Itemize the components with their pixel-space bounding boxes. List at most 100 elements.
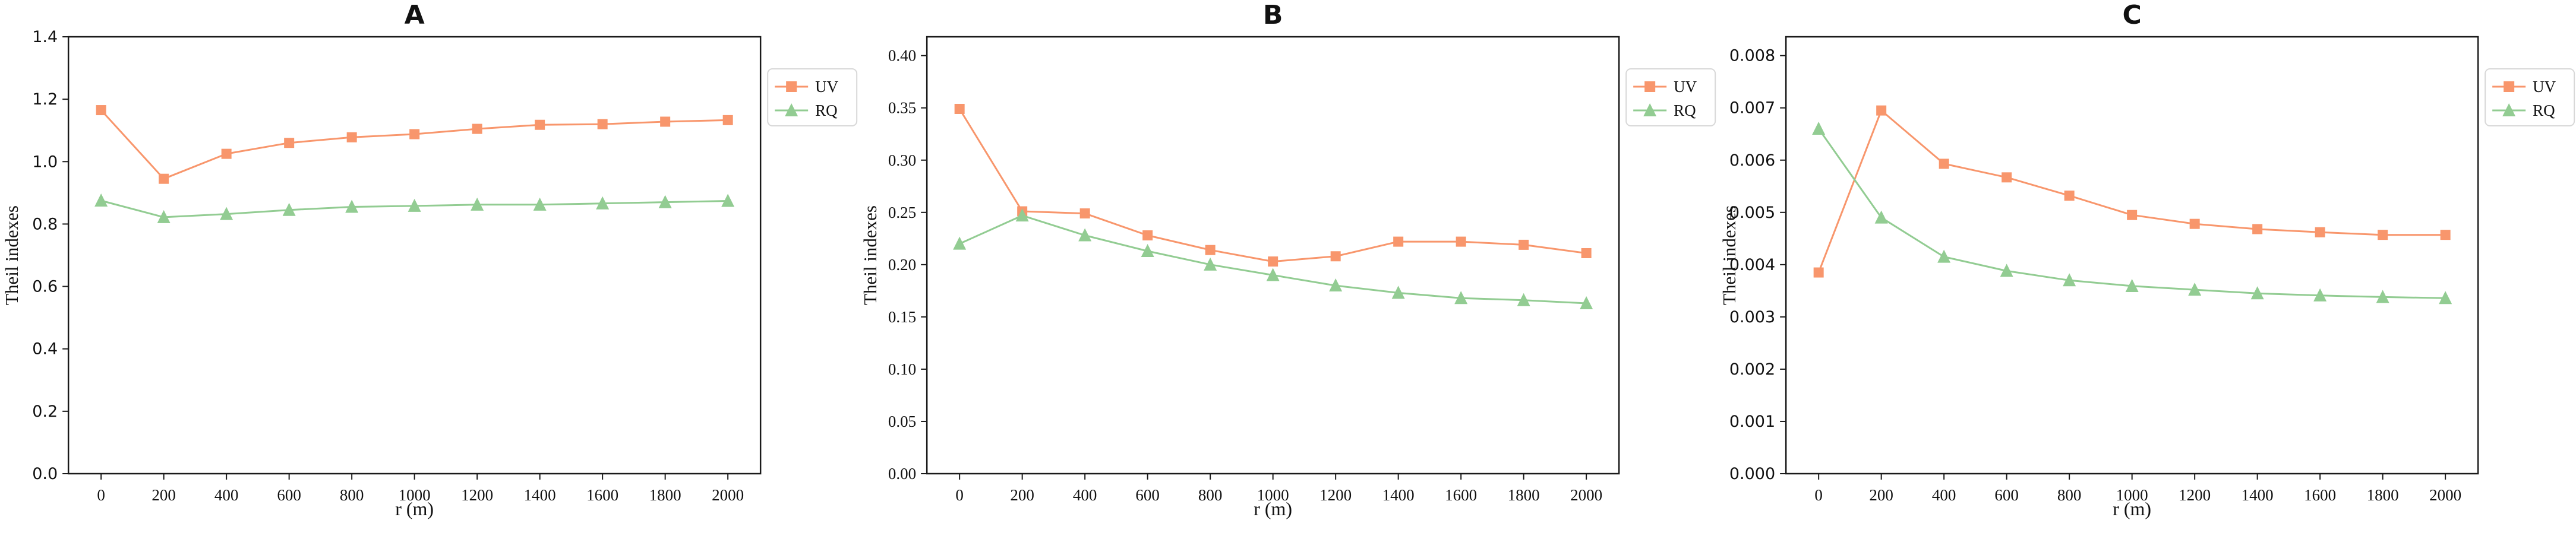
x-tick-label: 600 <box>277 486 301 504</box>
y-tick-label: 0.10 <box>888 360 916 378</box>
y-tick-label: 0.008 <box>1729 47 1775 65</box>
data-point-marker-UV <box>1939 158 1949 169</box>
x-tick-label: 800 <box>2057 486 2082 504</box>
data-point-marker-RQ <box>1391 286 1405 299</box>
data-point-marker-UV <box>2189 218 2200 229</box>
data-point-marker-RQ <box>1078 228 1092 242</box>
data-point-marker-RQ <box>596 196 610 210</box>
y-tick-label: 1.0 <box>32 153 58 171</box>
panel-title: A <box>405 0 425 30</box>
x-tick-label: 1000 <box>2116 486 2148 504</box>
legend-marker <box>1644 81 1656 92</box>
data-point-marker-UV <box>535 119 545 130</box>
x-tick-label: 600 <box>1994 486 2019 504</box>
data-point-marker-UV <box>96 105 106 116</box>
series-line-UV <box>1817 109 2446 274</box>
legend: UV RQ <box>1625 68 1716 126</box>
data-point-marker-RQ <box>1517 293 1530 306</box>
y-tick-label: 0.005 <box>1729 204 1775 222</box>
legend-label: RQ <box>1674 102 1696 119</box>
panel-title: B <box>1263 0 1283 30</box>
legend-label: RQ <box>2533 102 2555 119</box>
data-point-marker-UV <box>1142 230 1153 241</box>
x-axis-label: r (m) <box>395 498 434 519</box>
series-line-UV <box>958 108 1587 263</box>
y-tick-label: 0.25 <box>888 204 916 221</box>
y-tick-label: 1.2 <box>32 90 58 109</box>
legend-marker <box>2502 103 2515 116</box>
y-axis-label: Theil indexes <box>1 205 22 305</box>
data-point-marker-RQ <box>471 197 484 211</box>
legend-marker <box>1643 103 1657 116</box>
x-tick-label: 0 <box>956 486 964 504</box>
y-tick-label: 0.40 <box>888 47 916 65</box>
x-tick-label: 1600 <box>1445 486 1477 504</box>
x-tick-label: 2000 <box>1570 486 1602 504</box>
y-tick-label: 0.8 <box>32 215 58 233</box>
x-tick-label: 800 <box>340 486 364 504</box>
data-point-marker-UV <box>1456 236 1466 247</box>
data-point-marker-UV <box>1519 239 1529 250</box>
legend-marker <box>2503 81 2514 92</box>
data-point-marker-RQ <box>282 202 296 216</box>
data-point-marker-UV <box>1813 267 1824 278</box>
data-point-marker-UV <box>722 115 733 125</box>
y-tick-label: 0.007 <box>1729 99 1775 118</box>
data-point-marker-RQ <box>2000 264 2013 277</box>
y-tick-label: 0.0 <box>32 465 58 483</box>
x-tick-label: 0 <box>1814 486 1823 504</box>
legend-marker <box>786 81 797 92</box>
data-point-marker-UV <box>660 116 671 127</box>
data-point-marker-RQ <box>721 194 735 207</box>
y-tick-label: 0.15 <box>888 308 916 326</box>
x-tick-label: 1400 <box>2241 486 2273 504</box>
x-tick-label: 600 <box>1136 486 1160 504</box>
chart-panel-b: B 0.00 0.05 0.10 0.15 0.20 0.25 0.30 0.35 0.40 0 20… <box>858 0 1717 536</box>
x-tick-label: 1800 <box>2366 486 2398 504</box>
data-point-marker-RQ <box>533 197 547 211</box>
x-tick-label: 1200 <box>2179 486 2211 504</box>
legend-box <box>1625 68 1716 126</box>
data-point-marker-UV <box>2064 191 2075 201</box>
x-tick-label: 400 <box>214 486 239 504</box>
data-point-marker-RQ <box>2376 290 2389 303</box>
data-point-marker-RQ <box>94 194 108 207</box>
data-point-marker-UV <box>2126 210 2137 220</box>
legend-label: RQ <box>815 102 838 119</box>
data-point-marker-RQ <box>1811 121 1825 135</box>
y-tick-label: 0.6 <box>32 278 58 296</box>
data-point-marker-UV <box>346 132 357 142</box>
plot-frame <box>926 36 1620 475</box>
x-axis-label: r (m) <box>2113 498 2151 519</box>
legend-label: UV <box>815 78 838 96</box>
x-tick-label: 1800 <box>649 486 681 504</box>
y-axis-label: Theil indexes <box>860 205 880 305</box>
data-point-marker-RQ <box>1580 296 1593 309</box>
y-tick-label: 0.05 <box>888 413 916 430</box>
y-tick-label: 0.000 <box>1729 465 1775 483</box>
y-axis-label: Theil indexes <box>1719 205 1740 305</box>
data-point-marker-UV <box>1205 245 1216 255</box>
x-tick-label: 2000 <box>712 486 744 504</box>
x-tick-label: 0 <box>97 486 105 504</box>
data-point-marker-UV <box>221 148 232 159</box>
data-point-marker-UV <box>2252 224 2262 234</box>
data-point-marker-RQ <box>658 195 672 208</box>
x-tick-label: 1800 <box>1508 486 1540 504</box>
data-point-marker-UV <box>472 123 482 134</box>
x-tick-label: 1400 <box>524 486 556 504</box>
x-tick-label: 1200 <box>1319 486 1352 504</box>
y-tick-label: 0.002 <box>1729 360 1775 379</box>
legend: UV RQ <box>767 68 858 126</box>
panel-title: C <box>2122 0 2141 30</box>
plot-frame <box>67 36 762 475</box>
data-point-marker-RQ <box>2250 286 2264 300</box>
data-point-marker-UV <box>954 103 965 114</box>
series-line-UV <box>100 109 729 180</box>
chart-c-canvas: C 0.000 0.001 0.002 0.003 0.004 0.005 0.006 0.00… <box>1719 0 2575 519</box>
y-tick-label: 0.30 <box>888 151 916 169</box>
data-point-marker-UV <box>2377 230 2388 240</box>
data-point-marker-RQ <box>1874 210 1888 224</box>
chart-panel-c: C 0.000 0.001 0.002 0.003 0.004 0.005 0.006 0.00… <box>1718 0 2576 536</box>
